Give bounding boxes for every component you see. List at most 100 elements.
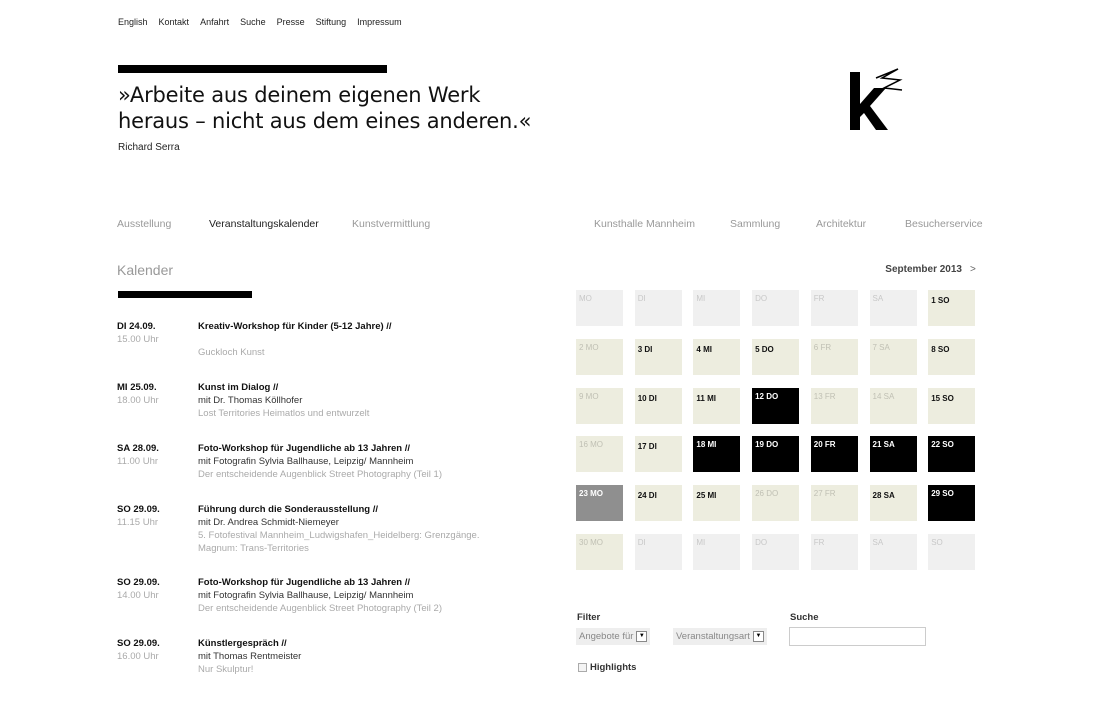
decorative-bar [118, 65, 387, 73]
highlights-checkbox[interactable]: Highlights [578, 662, 636, 673]
calendar-day: SO [928, 534, 976, 570]
calendar-month-label: September 2013 [885, 264, 962, 275]
event-time: 11.15 Uhr [117, 517, 159, 528]
calendar-day[interactable]: 13 FR [810, 387, 858, 424]
calendar-day: FR [810, 534, 858, 570]
calendar-day[interactable]: 27 FR [810, 485, 858, 522]
quote-author: Richard Serra [118, 142, 180, 153]
event-subtitle: mit Thomas Rentmeister [198, 651, 302, 662]
dropdown-arrow-icon: ▼ [752, 631, 764, 642]
quote: »Arbeite aus deinem eigenen Werk heraus … [118, 82, 531, 134]
calendar-day[interactable]: 14 SA [869, 387, 917, 424]
event-context[interactable]: 5. Fotofestival Mannheim_Ludwigshafen_He… [198, 530, 480, 541]
decorative-bar [118, 291, 252, 298]
calendar-day: MI [693, 290, 741, 326]
event-title[interactable]: Kunst im Dialog // [198, 382, 279, 393]
search-label: Suche [790, 612, 819, 623]
calendar-day[interactable]: 5 DO [752, 338, 800, 375]
event-time: 15.00 Uhr [117, 334, 159, 345]
nav-architektur[interactable]: Architektur [816, 218, 867, 230]
calendar-day[interactable]: 30 MO [576, 534, 623, 570]
next-month-button[interactable]: > [970, 264, 976, 275]
calendar-day: DO [752, 534, 800, 570]
event-context[interactable]: Nur Skulptur! [198, 664, 254, 675]
topnav-link-stiftung[interactable]: Stiftung [315, 17, 347, 27]
event-context[interactable]: Guckloch Kunst [198, 347, 265, 358]
event-title[interactable]: Foto-Workshop für Jugendliche ab 13 Jahr… [198, 577, 411, 588]
calendar-day: DO [752, 290, 800, 326]
event-subtitle [198, 333, 578, 346]
event-time: 18.00 Uhr [117, 395, 159, 406]
calendar-day: MO [576, 290, 623, 326]
calendar-day[interactable]: 7 SA [869, 338, 917, 375]
dropdown-arrow-icon: ▼ [636, 631, 648, 642]
kunsthalle-logo[interactable] [846, 66, 906, 132]
calendar-day[interactable]: 28 SA [869, 485, 917, 522]
calendar-day[interactable]: 26 DO [752, 485, 800, 522]
topnav-link-impressum[interactable]: Impressum [357, 17, 402, 27]
calendar-day[interactable]: 29 SO [928, 485, 976, 522]
calendar-day[interactable]: 17 DI [634, 436, 682, 473]
calendar-day[interactable]: 2 MO [576, 338, 623, 375]
calendar-day[interactable]: 4 MI [693, 338, 741, 375]
filter-label: Filter [577, 612, 601, 623]
event-title[interactable]: Foto-Workshop für Jugendliche ab 13 Jahr… [198, 443, 411, 454]
topnav-link-english[interactable]: English [118, 17, 148, 27]
event-time: 16.00 Uhr [117, 651, 159, 662]
event-time: 14.00 Uhr [117, 590, 159, 601]
event-context[interactable]: Der entscheidende Augenblick Street Phot… [198, 603, 442, 614]
calendar-day[interactable]: 24 DI [634, 485, 682, 522]
calendar-day[interactable]: 20 FR [810, 436, 858, 473]
calendar-day[interactable]: 12 DO [752, 387, 800, 424]
nav-sammlung[interactable]: Sammlung [730, 218, 781, 230]
quote-line-2: heraus – nicht aus dem eines anderen.« [118, 109, 532, 133]
calendar-day[interactable]: 3 DI [634, 338, 682, 375]
calendar-day[interactable]: 11 MI [693, 387, 741, 424]
topnav-link-anfahrt[interactable]: Anfahrt [200, 17, 230, 27]
calendar-day: SA [869, 290, 917, 326]
calendar-day[interactable]: 6 FR [810, 338, 858, 375]
calendar-day[interactable]: 15 SO [928, 387, 976, 424]
event-date: DI 24.09. [117, 321, 156, 332]
search-input[interactable] [789, 627, 926, 646]
calendar-day[interactable]: 9 MO [576, 387, 623, 424]
audience-select[interactable]: Angebote für ▼ [576, 628, 651, 645]
event-date: MI 25.09. [117, 382, 157, 393]
calendar-day[interactable]: 10 DI [634, 387, 682, 424]
calendar-day[interactable]: 1 SO [928, 290, 976, 326]
event-title[interactable]: Kreativ-Workshop für Kinder (5-12 Jahre)… [198, 321, 392, 332]
topnav-link-suche[interactable]: Suche [240, 17, 266, 27]
nav-ausstellung[interactable]: Ausstellung [117, 218, 172, 230]
top-navigation: English Kontakt Anfahrt Suche Presse Stiftung… [118, 17, 402, 27]
calendar-day[interactable]: 21 SA [869, 436, 917, 473]
calendar-day[interactable]: 22 SO [928, 436, 976, 473]
nav-veranstaltungskalender[interactable]: Veranstaltungskalender [209, 218, 319, 230]
event-subtitle: mit Fotografin Sylvia Ballhause, Leipzig… [198, 456, 414, 467]
nav-kunsthalle-mannheim[interactable]: Kunsthalle Mannheim [594, 218, 695, 230]
event-title[interactable]: Führung durch die Sonderausstellung // [198, 504, 378, 515]
calendar-day: SA [869, 534, 917, 570]
highlights-label: Highlights [590, 662, 637, 673]
calendar-day[interactable]: 8 SO [928, 338, 976, 375]
event-subtitle: mit Dr. Thomas Köllhofer [198, 395, 303, 406]
checkbox-icon[interactable] [578, 663, 587, 672]
event-time: 11.00 Uhr [117, 456, 159, 467]
nav-kunstvermittlung[interactable]: Kunstvermittlung [352, 218, 431, 230]
nav-besucherservice[interactable]: Besucherservice [905, 218, 983, 230]
event-subtitle: mit Fotografin Sylvia Ballhause, Leipzig… [198, 590, 414, 601]
topnav-link-kontakt[interactable]: Kontakt [158, 17, 190, 27]
calendar-day[interactable]: 16 MO [576, 436, 623, 473]
calendar-day: DI [634, 290, 682, 326]
topnav-link-presse[interactable]: Presse [276, 17, 305, 27]
event-date: SA 28.09. [117, 443, 159, 454]
calendar-day[interactable]: 23 MO [576, 485, 623, 522]
event-title[interactable]: Künstlergespräch // [198, 638, 287, 649]
event-context[interactable]: Lost Territories Heimatlos und entwurzel… [198, 408, 370, 419]
event-type-select[interactable]: Veranstaltungsart ▼ [673, 628, 767, 645]
event-context[interactable]: Der entscheidende Augenblick Street Phot… [198, 469, 442, 480]
event-type-select-value: Veranstaltungsart [676, 631, 750, 642]
calendar-day[interactable]: 19 DO [752, 436, 800, 473]
calendar-day[interactable]: 18 MI [693, 436, 741, 473]
calendar-day[interactable]: 25 MI [693, 485, 741, 522]
event-context[interactable]: Magnum: Trans-Territories [198, 543, 309, 554]
